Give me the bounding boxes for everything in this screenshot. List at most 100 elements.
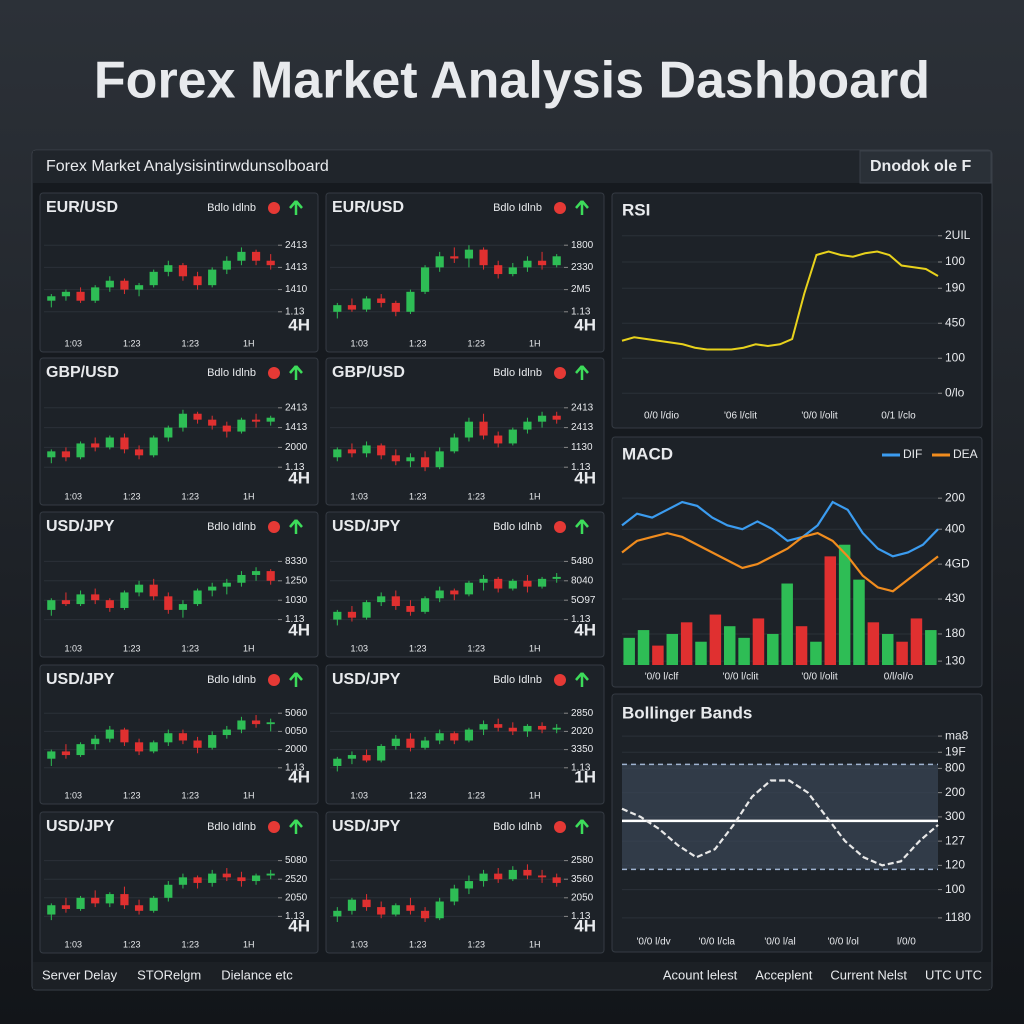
trend-icon[interactable] [575, 200, 589, 215]
histogram-bar [680, 622, 693, 665]
trend-icon[interactable] [289, 819, 303, 834]
candle-body [435, 451, 444, 468]
y-tick-label: 19F [945, 744, 966, 758]
trend-icon[interactable] [575, 672, 589, 687]
candle-body [537, 875, 547, 878]
y-tick-label: 1.13 [571, 462, 591, 473]
status-item: Current Nelst [830, 967, 907, 982]
candle-body [333, 449, 342, 458]
histogram-bar [810, 641, 822, 665]
candle-body [406, 457, 415, 462]
x-tick-label: 1:03 [64, 790, 82, 800]
alert-icon[interactable] [268, 521, 280, 533]
candle-body [134, 285, 144, 290]
panel [611, 436, 983, 688]
candle-body [494, 724, 503, 728]
pair-label: USD/JPY [332, 818, 401, 835]
alert-icon[interactable] [554, 674, 566, 686]
candle-body [523, 725, 532, 732]
header-badge[interactable] [859, 150, 992, 184]
y-tick-label: 2000 [285, 744, 308, 755]
candle-body [222, 582, 231, 587]
page-title: Forex Market Analysis Dashboard [94, 52, 930, 110]
candle-body [222, 729, 231, 736]
candle-body [391, 302, 400, 312]
candle-body [105, 437, 114, 448]
candle-body [508, 727, 517, 732]
candle-body [450, 256, 459, 259]
candle-body [47, 905, 56, 915]
alert-icon[interactable] [268, 367, 280, 379]
candle-body [537, 725, 547, 730]
x-tick-label: '0/0 l/olit [801, 672, 838, 683]
candle-body [347, 449, 357, 454]
candle-body [222, 425, 231, 432]
candle-body [164, 884, 173, 898]
alert-icon[interactable] [554, 521, 566, 533]
candle-body [420, 740, 430, 748]
candle-body [420, 457, 430, 468]
alert-icon[interactable] [554, 367, 566, 379]
candle-body [76, 443, 85, 458]
trend-icon[interactable] [289, 200, 303, 215]
trend-icon[interactable] [289, 519, 303, 534]
y-tick-label: 2413 [285, 402, 308, 413]
trend-icon[interactable] [575, 519, 589, 534]
candle-body [479, 873, 488, 882]
price-line [621, 779, 939, 867]
y-tick-label: 5O97 [571, 595, 596, 606]
alert-icon[interactable] [554, 821, 566, 833]
candle-body [120, 729, 129, 743]
x-tick-label: 1:23 [409, 338, 427, 348]
trend-icon[interactable] [289, 672, 303, 687]
candle-body [333, 910, 342, 917]
x-tick-label: 0/0 l/dio [644, 411, 679, 422]
trend-icon[interactable] [575, 365, 589, 380]
y-tick-label: 1130 [571, 442, 593, 453]
candle-body [237, 574, 246, 583]
pair-label: USD/JPY [46, 818, 115, 835]
candle-body [333, 611, 342, 620]
y-tick-label: 120 [945, 858, 965, 872]
candle-body [523, 869, 532, 876]
histogram-bar [867, 622, 880, 665]
y-tick-label: 1.13 [571, 306, 591, 317]
alert-icon[interactable] [554, 202, 566, 214]
indicator-label: Bdlo Idlnb [493, 202, 542, 214]
candle-body [377, 298, 386, 303]
candle-body [347, 305, 357, 310]
candle-body [523, 580, 532, 587]
y-tick-label: 1180 [945, 910, 971, 924]
alert-icon[interactable] [268, 202, 280, 214]
x-tick-label: 1:03 [64, 491, 82, 501]
trend-icon[interactable] [575, 819, 589, 834]
histogram-bar [709, 614, 722, 665]
band-fill [622, 764, 938, 870]
y-tick-label: 1.13 [285, 762, 305, 773]
x-tick-label: 1:03 [64, 338, 82, 348]
histogram-bar [925, 630, 937, 665]
x-tick-label: 1:03 [350, 491, 368, 501]
y-tick-label: 100 [945, 882, 965, 896]
y-tick-label: 0050 [285, 726, 308, 737]
y-tick-label: 300 [945, 809, 965, 823]
header-bar [33, 151, 991, 183]
y-tick-label: 3560 [571, 874, 594, 885]
x-tick-label: 1:23 [181, 643, 199, 653]
candle-body [105, 600, 114, 608]
candle-body [61, 751, 71, 756]
candle-body [178, 877, 188, 885]
x-tick-label: '0/0 l/ol [828, 937, 859, 948]
candle-body [362, 445, 371, 454]
candle-body [178, 265, 188, 277]
header-badge-text[interactable]: Dnodok ole F [870, 158, 972, 175]
alert-icon[interactable] [268, 674, 280, 686]
alert-icon[interactable] [268, 821, 280, 833]
candle-body [164, 596, 173, 610]
candle-body [537, 260, 547, 266]
candle-body [464, 582, 474, 595]
trend-icon[interactable] [289, 365, 303, 380]
candle-body [193, 877, 202, 883]
candle-body [406, 738, 415, 748]
